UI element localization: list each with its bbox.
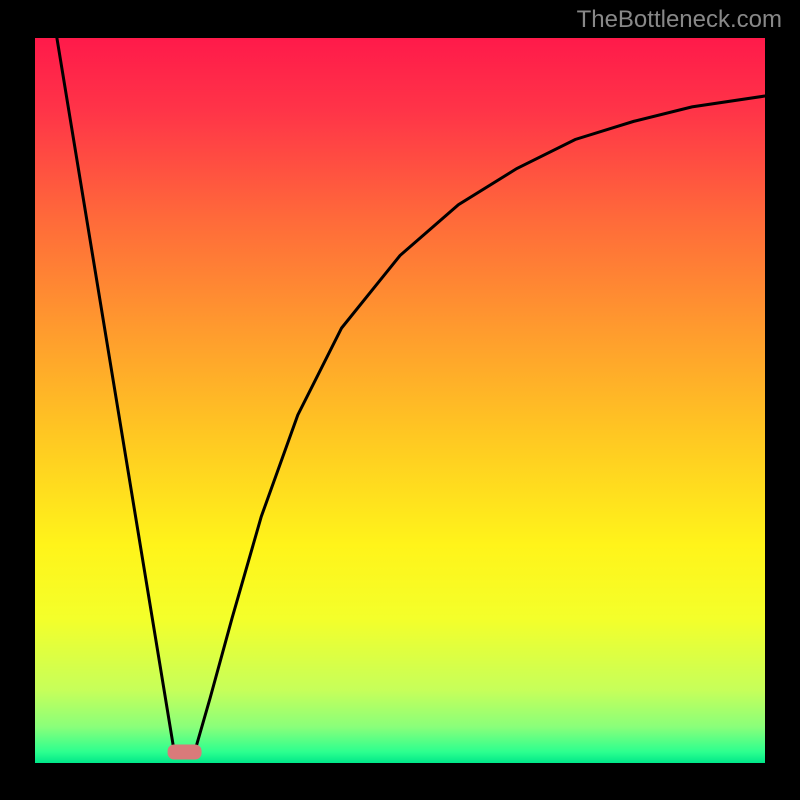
curve-left-segment [57, 38, 174, 749]
optimal-marker [167, 745, 202, 760]
curve-right-segment [196, 96, 765, 749]
chart-container: TheBottleneck.com [0, 0, 800, 800]
plot-area [35, 38, 765, 763]
bottleneck-curve [35, 38, 765, 763]
watermark-text: TheBottleneck.com [577, 6, 782, 34]
